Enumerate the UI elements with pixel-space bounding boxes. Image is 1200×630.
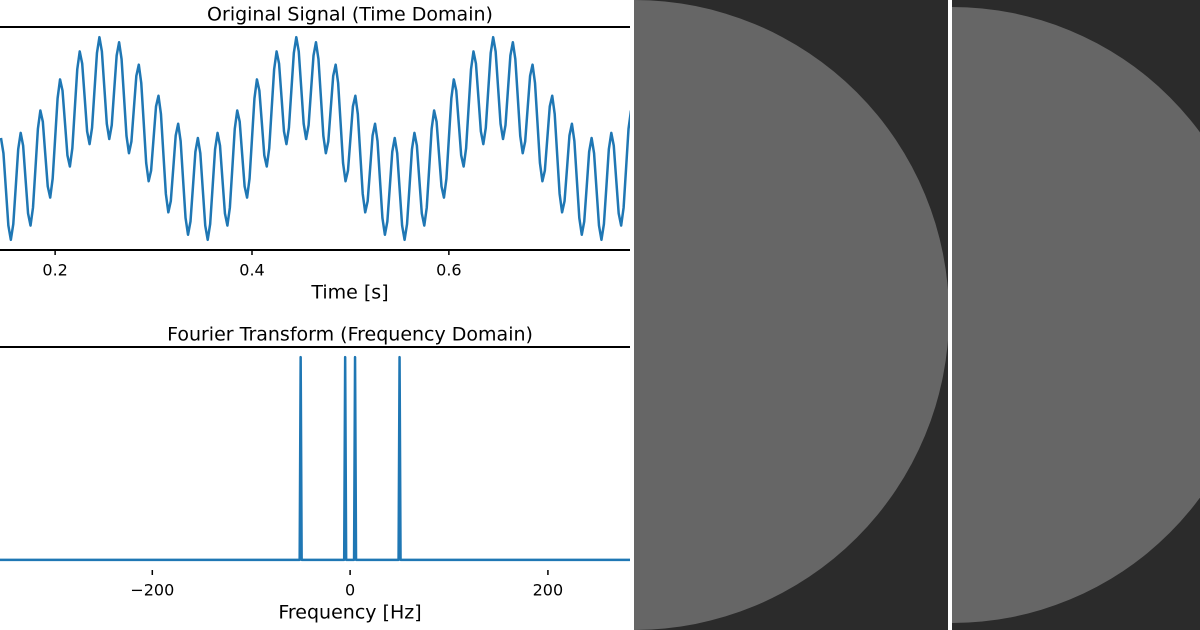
- x-tick-label: 200: [533, 581, 564, 600]
- signal-line: [0, 355, 630, 562]
- plot-area: [0, 355, 630, 562]
- gray-disc: [634, 0, 948, 630]
- x-tick-label: −200: [130, 581, 174, 600]
- x-tick-label: 0.6: [436, 261, 461, 280]
- plot-area: [0, 35, 630, 242]
- x-axis-label: Frequency [Hz]: [278, 602, 421, 624]
- chart-title: Fourier Transform (Frequency Domain): [167, 324, 533, 346]
- x-tick-label: 0.2: [42, 261, 67, 280]
- x-axis-label: Time [s]: [310, 282, 388, 304]
- chart-title: Original Signal (Time Domain): [207, 4, 493, 26]
- x-tick-label: 0: [345, 581, 355, 600]
- x-tick-label: 0.4: [239, 261, 264, 280]
- gray-disc: [952, 7, 1200, 623]
- signal-line: [0, 35, 630, 242]
- separator: [948, 0, 952, 630]
